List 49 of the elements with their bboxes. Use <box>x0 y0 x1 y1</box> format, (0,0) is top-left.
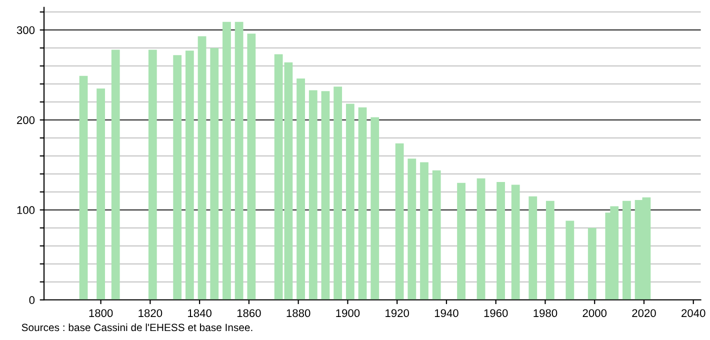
x-tick-label: 2020 <box>632 309 656 318</box>
bar <box>432 170 441 300</box>
bar <box>96 88 106 300</box>
x-tick-label: 1800 <box>89 309 113 318</box>
bar <box>408 158 416 300</box>
bar <box>588 228 596 300</box>
bar <box>234 22 244 300</box>
x-tick-label: 1920 <box>386 309 410 318</box>
bar <box>173 55 182 300</box>
bar <box>79 76 88 300</box>
x-tick-label: 1880 <box>286 309 310 318</box>
bar <box>346 104 354 300</box>
y-tick-label: 0 <box>29 296 35 304</box>
bar <box>334 86 342 300</box>
x-tick-label: 1940 <box>434 309 458 318</box>
x-tick-label: 1980 <box>534 309 558 318</box>
bar <box>546 200 554 300</box>
bar <box>511 184 520 300</box>
bar <box>528 196 538 300</box>
bar <box>420 162 428 300</box>
bar <box>247 34 256 300</box>
bar <box>185 50 194 300</box>
bar <box>111 50 120 300</box>
x-tick-label: 1960 <box>484 309 508 318</box>
bar <box>622 200 631 300</box>
bar <box>148 50 157 300</box>
x-tick-label: 1900 <box>336 309 360 318</box>
y-tick-label: 100 <box>17 206 35 214</box>
x-tick-label: 2000 <box>582 309 607 318</box>
y-tick-label: 200 <box>17 116 35 124</box>
bar <box>395 143 404 300</box>
bar <box>198 36 206 300</box>
x-tick-label: 2040 <box>682 309 706 318</box>
x-tick-label: 1840 <box>188 309 212 318</box>
bar <box>308 90 318 300</box>
bar <box>476 178 486 300</box>
bar <box>496 182 505 300</box>
y-tick-label: 300 <box>16 26 35 34</box>
bar <box>566 220 574 300</box>
bar <box>457 182 466 300</box>
x-tick-label: 1820 <box>138 309 162 318</box>
bar <box>370 117 380 300</box>
bar <box>222 22 231 300</box>
bar <box>321 91 330 300</box>
bar <box>296 78 305 300</box>
bar <box>210 48 219 300</box>
source-note: Sources : base Cassini de l'EHESS et base Insee. <box>22 323 252 332</box>
bar <box>358 107 367 300</box>
x-tick-label: 1860 <box>237 309 261 318</box>
